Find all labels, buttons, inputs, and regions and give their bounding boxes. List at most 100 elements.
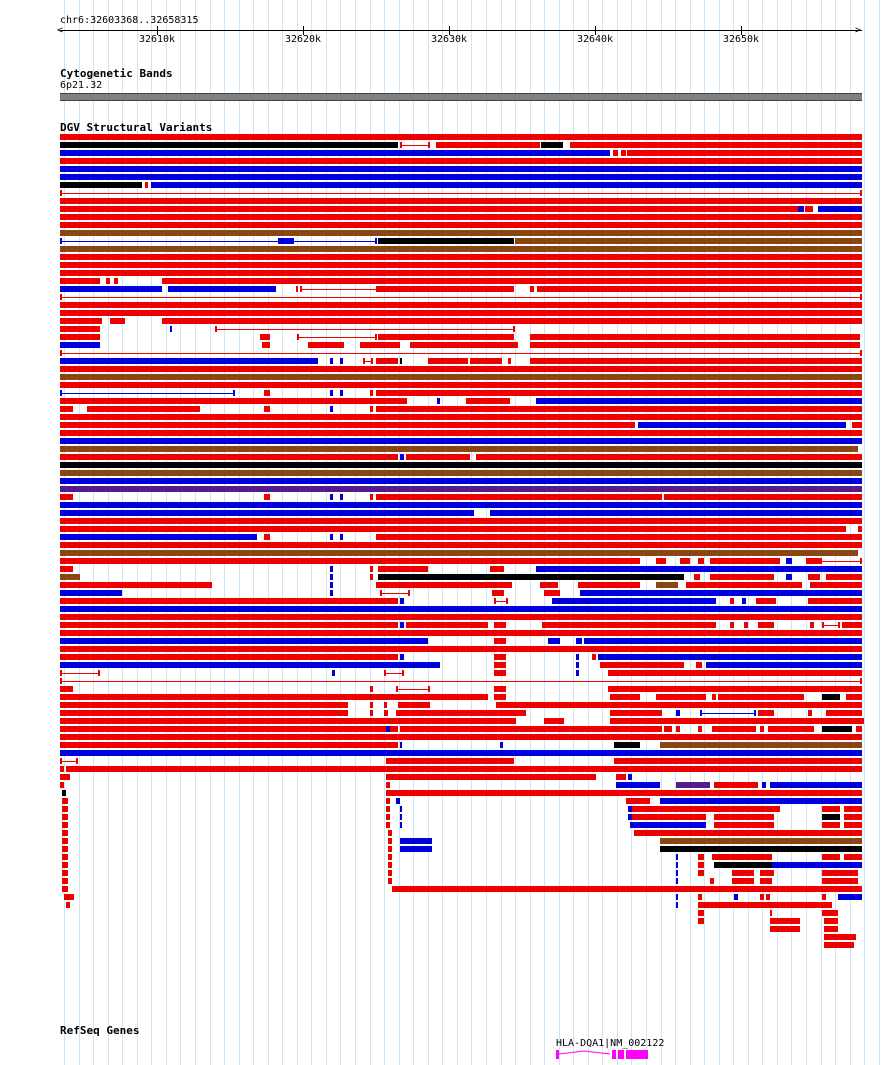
sv-feature[interactable] [297, 337, 377, 338]
sv-feature[interactable] [694, 574, 700, 580]
sv-feature[interactable] [634, 830, 862, 836]
sv-feature[interactable] [762, 782, 766, 788]
sv-feature[interactable] [400, 598, 404, 604]
sv-feature[interactable] [621, 150, 626, 156]
sv-feature[interactable] [60, 358, 318, 364]
sv-feature[interactable] [330, 358, 333, 364]
sv-feature[interactable] [734, 894, 738, 900]
sv-feature[interactable] [714, 814, 774, 820]
sv-feature[interactable] [710, 574, 774, 580]
sv-feature[interactable] [60, 230, 862, 236]
sv-feature[interactable] [508, 358, 511, 364]
sv-feature[interactable] [60, 750, 862, 756]
sv-feature[interactable] [378, 574, 684, 580]
sv-feature[interactable] [742, 598, 746, 604]
sv-feature[interactable] [718, 694, 804, 700]
sv-feature[interactable] [62, 830, 68, 836]
sv-feature[interactable] [772, 862, 862, 868]
sv-feature[interactable] [60, 673, 100, 674]
sv-feature[interactable] [700, 713, 756, 714]
sv-feature[interactable] [60, 462, 862, 468]
sv-feature[interactable] [60, 166, 862, 172]
sv-feature[interactable] [760, 894, 764, 900]
sv-feature[interactable] [676, 854, 678, 860]
sv-feature[interactable] [62, 814, 68, 820]
sv-feature[interactable] [608, 686, 862, 692]
sv-feature[interactable] [570, 142, 862, 148]
sv-feature[interactable] [846, 694, 862, 700]
sv-feature[interactable] [330, 406, 333, 412]
sv-feature[interactable] [676, 894, 678, 900]
sv-feature[interactable] [400, 742, 402, 748]
sv-feature[interactable] [676, 902, 678, 908]
sv-feature[interactable] [660, 742, 862, 748]
sv-feature[interactable] [378, 286, 514, 292]
sv-feature[interactable] [824, 926, 838, 932]
sv-feature[interactable] [676, 870, 678, 876]
sv-feature[interactable] [698, 862, 704, 868]
sv-feature[interactable] [610, 694, 640, 700]
sv-feature[interactable] [660, 838, 862, 844]
sv-feature[interactable] [766, 894, 770, 900]
sv-feature[interactable] [380, 593, 410, 594]
sv-feature[interactable] [60, 510, 474, 516]
sv-feature[interactable] [62, 806, 68, 812]
sv-feature[interactable] [62, 886, 68, 892]
sv-feature[interactable] [826, 574, 862, 580]
sv-feature[interactable] [400, 726, 662, 732]
sv-feature[interactable] [60, 246, 862, 252]
sv-feature[interactable] [62, 846, 68, 852]
sv-feature[interactable] [542, 622, 716, 628]
sv-feature[interactable] [858, 526, 862, 532]
sv-feature[interactable] [676, 862, 678, 868]
sv-feature[interactable] [613, 150, 618, 156]
sv-feature[interactable] [60, 366, 862, 372]
sv-feature[interactable] [388, 830, 392, 836]
sv-feature[interactable] [500, 742, 503, 748]
sv-feature[interactable] [584, 638, 862, 644]
sv-feature[interactable] [260, 334, 270, 340]
sv-feature[interactable] [388, 854, 392, 860]
sv-feature[interactable] [60, 478, 862, 484]
sv-feature[interactable] [60, 214, 862, 220]
sv-feature[interactable] [60, 630, 862, 636]
sv-feature[interactable] [60, 297, 862, 298]
sv-feature[interactable] [62, 790, 66, 796]
sv-feature[interactable] [376, 582, 512, 588]
sv-feature[interactable] [398, 702, 430, 708]
sv-feature[interactable] [492, 590, 504, 596]
sv-feature[interactable] [360, 342, 400, 348]
sv-feature[interactable] [308, 342, 344, 348]
sv-feature[interactable] [632, 806, 780, 812]
sv-feature[interactable] [60, 422, 635, 428]
sv-feature[interactable] [60, 518, 862, 524]
sv-feature[interactable] [600, 662, 684, 668]
sv-feature[interactable] [400, 145, 430, 146]
gene-model-hla-dqa1[interactable] [556, 1049, 648, 1060]
sv-feature[interactable] [60, 646, 862, 652]
sv-feature[interactable] [710, 878, 714, 884]
sv-feature[interactable] [810, 582, 862, 588]
sv-feature[interactable] [376, 358, 398, 364]
sv-feature[interactable] [330, 534, 333, 540]
sv-feature[interactable] [370, 494, 373, 500]
sv-feature[interactable] [60, 326, 100, 332]
sv-feature[interactable] [826, 710, 862, 716]
sv-feature[interactable] [388, 862, 392, 868]
sv-feature[interactable] [60, 342, 100, 348]
sv-feature[interactable] [370, 702, 373, 708]
sv-feature[interactable] [386, 726, 390, 732]
sv-feature[interactable] [62, 862, 68, 868]
sv-feature[interactable] [676, 710, 680, 716]
sv-feature[interactable] [494, 670, 506, 676]
sv-feature[interactable] [386, 806, 390, 812]
sv-feature[interactable] [386, 798, 390, 804]
sv-feature[interactable] [844, 806, 862, 812]
sv-feature[interactable] [376, 390, 862, 396]
sv-feature[interactable] [60, 598, 398, 604]
sv-feature[interactable] [614, 758, 862, 764]
sv-feature[interactable] [60, 550, 858, 556]
sv-feature[interactable] [818, 206, 862, 212]
sv-feature[interactable] [264, 534, 270, 540]
sv-feature[interactable] [810, 622, 814, 628]
